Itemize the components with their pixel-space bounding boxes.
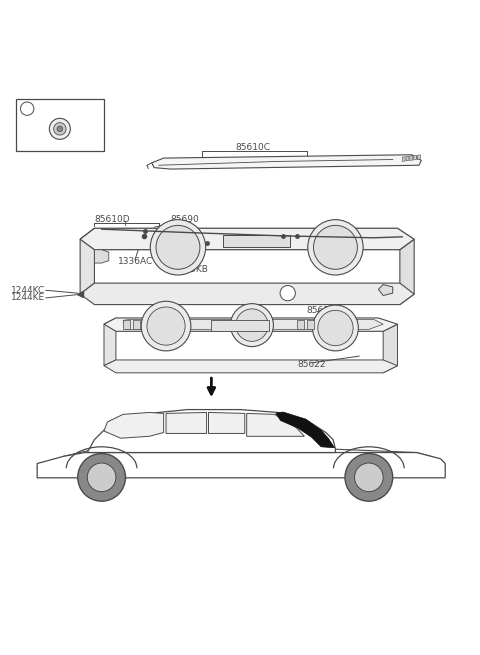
Polygon shape: [402, 157, 405, 161]
Text: 85610C: 85610C: [235, 143, 270, 151]
Bar: [123, 320, 130, 329]
Polygon shape: [80, 228, 95, 294]
Circle shape: [318, 310, 353, 346]
Circle shape: [312, 305, 359, 351]
Text: 85622: 85622: [297, 360, 326, 369]
Circle shape: [147, 307, 185, 345]
Polygon shape: [80, 228, 414, 250]
Text: H: H: [47, 462, 51, 467]
Circle shape: [313, 225, 358, 269]
Text: 1336AC: 1336AC: [118, 257, 154, 266]
Polygon shape: [418, 155, 420, 160]
Bar: [223, 235, 290, 248]
Bar: [16, 100, 104, 151]
Polygon shape: [400, 239, 414, 305]
Polygon shape: [166, 413, 206, 434]
Polygon shape: [152, 155, 421, 169]
Circle shape: [150, 219, 205, 275]
Polygon shape: [104, 318, 397, 331]
Circle shape: [141, 301, 191, 351]
Circle shape: [21, 102, 34, 115]
Polygon shape: [208, 413, 245, 434]
Polygon shape: [37, 453, 445, 478]
Circle shape: [280, 286, 295, 301]
Text: 85610D: 85610D: [95, 215, 130, 223]
Text: 1244KC: 1244KC: [11, 286, 45, 295]
Polygon shape: [80, 283, 414, 305]
Polygon shape: [123, 320, 383, 329]
Circle shape: [57, 126, 63, 132]
Bar: [132, 320, 140, 329]
Circle shape: [236, 309, 268, 341]
Circle shape: [87, 463, 116, 492]
Polygon shape: [276, 412, 335, 448]
Text: a: a: [286, 290, 290, 296]
Text: 92750A: 92750A: [383, 159, 418, 168]
Text: 85618: 85618: [307, 307, 336, 315]
Polygon shape: [406, 156, 409, 161]
Circle shape: [345, 453, 393, 501]
Text: a: a: [25, 104, 30, 113]
Circle shape: [156, 225, 200, 269]
Polygon shape: [104, 360, 397, 373]
Bar: [211, 320, 269, 331]
Circle shape: [308, 219, 363, 275]
Text: 1244KE: 1244KE: [11, 293, 45, 303]
Text: 82315A: 82315A: [38, 103, 76, 114]
Circle shape: [54, 122, 66, 135]
Circle shape: [230, 304, 274, 346]
Text: 85690: 85690: [171, 215, 200, 223]
Circle shape: [355, 463, 383, 492]
Polygon shape: [378, 284, 393, 295]
Bar: [307, 320, 314, 329]
Circle shape: [49, 119, 71, 140]
Polygon shape: [104, 318, 116, 365]
Polygon shape: [383, 324, 397, 373]
Polygon shape: [87, 409, 336, 453]
Bar: [297, 320, 304, 329]
Polygon shape: [104, 413, 164, 438]
Circle shape: [78, 453, 125, 501]
Polygon shape: [95, 250, 109, 263]
Polygon shape: [410, 156, 413, 160]
Text: 1125KB: 1125KB: [174, 265, 209, 274]
Polygon shape: [247, 413, 304, 436]
Polygon shape: [414, 155, 417, 160]
